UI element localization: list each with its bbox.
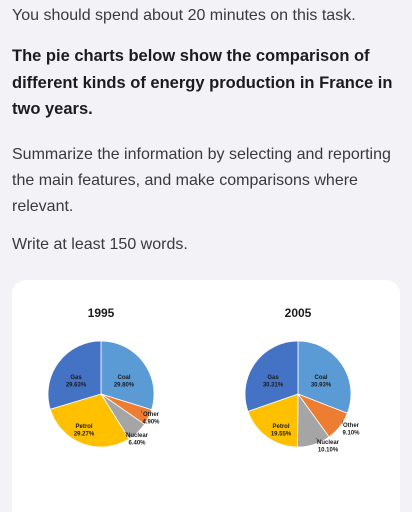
slice-label-nuclear: Nuclear xyxy=(126,433,149,439)
slice-label-coal: Coal xyxy=(117,375,130,381)
word-count-requirement: Write at least 150 words. xyxy=(12,236,188,253)
pie-slice-petrol xyxy=(49,393,130,448)
slice-value-nuclear: 6.40% xyxy=(128,441,146,447)
slice-label-gas: Gas xyxy=(267,375,279,381)
slice-label-petrol: Petrol xyxy=(272,424,289,430)
slice-label-other: Other xyxy=(343,423,360,429)
slice-value-petrol: 19.55% xyxy=(271,432,292,438)
task-summary: Summarize the information by selecting a… xyxy=(12,146,391,215)
pie-chart-1995: 1995 Coal 29.80% Other 4.90% Nuclear 6.40% Petr… xyxy=(47,306,160,448)
chart-title: 2005 xyxy=(285,306,312,320)
pie-slice-coal xyxy=(100,340,155,411)
pie-charts: 1995 Coal 29.80% Other 4.90% Nuclear 6.40% Petr… xyxy=(47,306,360,454)
slice-label-coal: Coal xyxy=(314,375,327,381)
slice-value-other: 9.10% xyxy=(342,431,360,437)
chart-card: 1995 Coal 29.80% Other 4.90% Nuclear 6.40% Petr… xyxy=(12,280,400,512)
slice-value-gas: 30.31% xyxy=(263,383,284,389)
leader-line-nuclear xyxy=(315,437,320,442)
leader-line-other xyxy=(140,409,143,414)
slice-value-other: 4.90% xyxy=(142,420,160,426)
slice-value-gas: 29.63% xyxy=(66,383,87,389)
slice-label-gas: Gas xyxy=(70,375,82,381)
slice-label-nuclear: Nuclear xyxy=(317,440,340,446)
slice-label-petrol: Petrol xyxy=(75,424,92,430)
slice-value-coal: 29.80% xyxy=(114,383,135,389)
pie-slice-gas xyxy=(244,340,299,412)
pie-slice-coal xyxy=(297,340,352,414)
slice-label-other: Other xyxy=(143,412,160,418)
task-instruction: You should spend about 20 minutes on thi… xyxy=(12,7,356,24)
pie-chart-2005: 2005 Coal 30.93% Other 9.10%Nuclear 10.10% Pet… xyxy=(244,306,360,454)
task-heading: The pie charts below show the comparison… xyxy=(12,47,393,118)
slice-value-petrol: 29.27% xyxy=(74,432,95,438)
slice-value-coal: 30.93% xyxy=(311,383,332,389)
leader-line-nuclear xyxy=(124,431,129,435)
leader-line-other xyxy=(341,419,344,425)
chart-title: 1995 xyxy=(88,306,115,320)
slice-value-nuclear: 10.10% xyxy=(318,448,339,454)
pie-slice-gas xyxy=(47,340,102,410)
